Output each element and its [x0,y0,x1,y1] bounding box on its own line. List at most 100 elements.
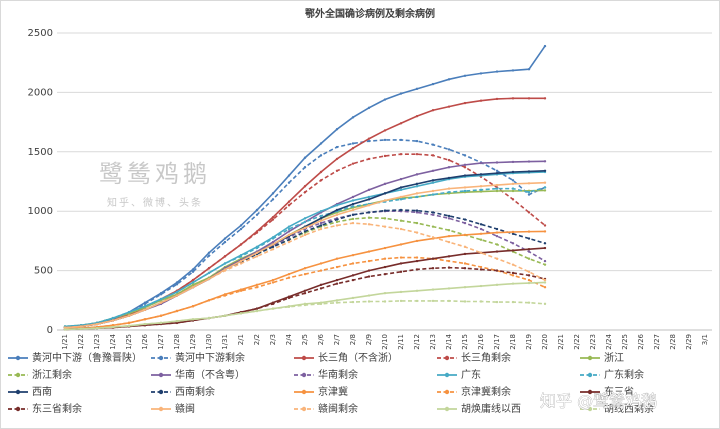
point [527,301,531,304]
point [543,278,547,282]
point [127,324,131,328]
point [495,189,499,193]
point [351,213,355,216]
point [319,283,323,287]
point [367,250,371,253]
point [287,181,291,184]
legend-label: 京津冀剩余 [461,385,511,398]
legend-marker [587,372,593,378]
point [367,137,371,140]
legend-marker [444,389,450,395]
x-tick-label: 1/27 [157,334,165,350]
point [367,216,371,219]
point [319,221,323,225]
point [351,221,355,225]
point [527,68,531,71]
point [383,272,387,276]
point [431,109,435,112]
point [383,138,387,142]
point [111,325,115,329]
point [271,248,275,251]
point [271,237,275,240]
point [287,238,291,241]
point [399,256,403,259]
point [335,169,339,173]
point [239,243,243,246]
point [335,301,339,304]
point [191,278,195,282]
point [479,284,483,288]
point [527,211,531,214]
point [127,321,131,325]
legend-marker [158,372,164,378]
point [511,97,515,100]
point [383,246,387,250]
point [495,234,499,238]
x-tick-label: 2/5 [301,334,309,345]
point [495,300,499,304]
point [399,92,403,95]
point [479,238,483,241]
point [399,122,403,125]
point [287,174,291,177]
point [191,305,195,308]
point [271,281,275,284]
point [495,161,499,164]
point [383,209,387,212]
point [351,253,355,257]
point [303,272,307,276]
x-tick-label: 2/21 [557,334,565,350]
point [207,254,211,257]
point [335,208,339,212]
x-tick-label: 1/30 [205,334,213,350]
point [527,182,531,185]
point [79,325,83,328]
point [511,179,515,182]
point [463,233,467,237]
x-tick-label: 2/16 [477,333,485,349]
point [399,186,403,189]
point [543,97,547,100]
point [495,183,499,187]
x-tick-label: 2/2 [253,334,261,345]
point [63,328,67,331]
x-tick-label: 1/28 [173,334,181,350]
point [319,214,323,218]
point [511,249,515,252]
point [543,181,547,184]
legend-label: 西南剩余 [175,385,215,398]
point [367,259,371,263]
point [383,265,387,269]
point [399,198,403,201]
point [495,243,499,246]
point [383,154,387,158]
point [399,152,403,156]
point [223,314,227,317]
point [255,251,259,254]
legend-label: 浙江 [604,352,624,364]
legend-marker [15,372,21,378]
point [479,251,483,254]
point [399,227,403,231]
point [415,195,419,199]
point [383,199,387,202]
x-tick-label: 2/28 [669,334,677,350]
point [335,204,339,207]
point [447,214,451,218]
point [351,142,355,145]
x-tick-label: 2/18 [509,334,517,350]
legend-label: 广东剩余 [604,368,644,381]
point [527,278,531,282]
point [495,97,499,101]
point [303,220,307,224]
point [447,255,451,258]
point [543,224,547,227]
point [319,287,323,290]
x-tick-label: 2/11 [397,334,405,350]
point [351,217,355,221]
point [255,283,259,287]
legend-label: 东三省剩余 [32,402,82,415]
point [463,101,467,105]
point [223,294,227,297]
point [303,291,307,295]
